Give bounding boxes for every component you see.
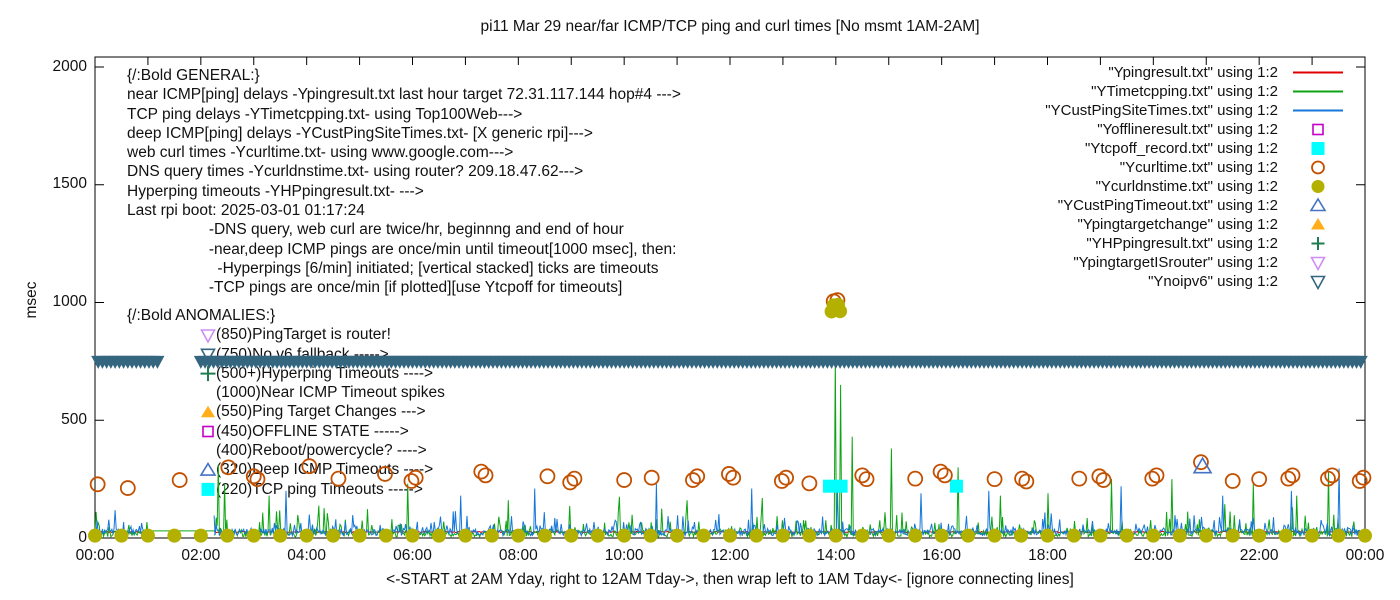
legend-entry: "Ynoipv6" using 1:2: [1148, 273, 1278, 290]
anomaly-note-line: (400)Reboot/powercycle? ---->: [216, 442, 427, 460]
legend-entry: "YCustPingSiteTimes.txt" using 1:2: [1045, 102, 1278, 119]
legend: "Ypingresult.txt" using 1:2 "YTimetcpping…: [1045, 63, 1342, 291]
x-tick-label: 08:00: [498, 547, 538, 564]
legend-entry: "Ytcpoff_record.txt" using 1:2: [1085, 140, 1278, 157]
series-Ypingresult: [94, 530, 1365, 534]
y-tick-label: 2000: [52, 57, 87, 75]
x-tick-label: 12:00: [710, 547, 750, 564]
general-heading: {/:Bold GENERAL:}: [127, 67, 260, 84]
legend-entry: "Ycurldnstime.txt" using 1:2: [1095, 178, 1278, 195]
legend-entry: "Ypingresult.txt" using 1:2: [1108, 64, 1278, 81]
legend-entry: "Yofflineresult.txt" using 1:2: [1097, 121, 1278, 138]
legend-entry: "YCustPingTimeout.txt" using 1:2: [1057, 197, 1278, 214]
general-note-line: DNS query times -Ycurldnstime.txt- using…: [127, 163, 584, 181]
x-tick-label: 22:00: [1239, 547, 1279, 564]
series-Ytcpoff_record: [822, 479, 963, 493]
general-note-line: near ICMP[ping] delays -Ypingresult.txt …: [127, 86, 681, 104]
y-tick-label: 1000: [52, 293, 87, 310]
x-tick-label: 18:00: [1028, 547, 1067, 564]
general-note-line: TCP ping delays -YTimetcpping.txt- using…: [127, 105, 523, 123]
x-tick-label: 10:00: [604, 547, 644, 564]
general-note-line: -near,deep ICMP pings are once/min until…: [127, 240, 677, 258]
legend-entry: "Ypingtargetchange" using 1:2: [1077, 216, 1278, 233]
series-YCustPingTimeout: [1192, 456, 1213, 474]
x-tick-label: 20:00: [1133, 547, 1173, 564]
y-tick-label: 500: [61, 410, 87, 428]
general-note-line: web curl times -Ycurltime.txt- using www…: [127, 144, 514, 162]
legend-entry: "YHPpingresult.txt" using 1:2: [1086, 235, 1278, 252]
x-axis-label: <-START at 2AM Yday, right to 12AM Tday-…: [386, 571, 1074, 588]
anomaly-note-line: (550)Ping Target Changes --->: [216, 403, 426, 421]
y-tick-label: 0: [78, 528, 87, 546]
x-tick-label: 00:00: [75, 547, 115, 564]
x-tick-label: 02:00: [181, 547, 221, 564]
general-note-line: -TCP pings are once/min [if plotted][use…: [127, 279, 623, 297]
general-note-line: Hyperping timeouts -YHPpingresult.txt- -…: [127, 182, 424, 200]
legend-entry: "Ycurltime.txt" using 1:2: [1119, 159, 1278, 176]
anomaly-note-line: (220)TCP ping Timeouts ----->: [216, 480, 423, 498]
x-tick-label: 16:00: [922, 547, 962, 564]
general-note-line: deep ICMP[ping] delays -YCustPingSiteTim…: [127, 124, 593, 142]
anomaly-note-line: (850)PingTarget is router!: [216, 326, 391, 344]
general-note-line: Last rpi boot: 2025-03-01 01:17:24: [127, 202, 365, 220]
general-notes: {/:Bold GENERAL:} near ICMP[ping] delays …: [127, 66, 681, 298]
general-note-line: -Hyperpings [6/min] initiated; [vertical…: [127, 259, 659, 277]
anomaly-note-line: (750)No v6 fallback ----->: [216, 345, 389, 363]
x-tick-label: 06:00: [393, 547, 432, 564]
legend-entry: "YpingtargetISrouter" using 1:2: [1073, 254, 1278, 271]
anomaly-note-line: (320)Deep ICMP Timeouts ---->: [216, 461, 434, 479]
x-tick-label: 04:00: [287, 547, 327, 564]
anomalies-notes: {/:Bold ANOMALIES:} (850)PingTarget is ro…: [127, 306, 445, 499]
anomaly-note-line: (450)OFFLINE STATE ----->: [216, 422, 409, 440]
general-note-line: -DNS query, web curl are twice/hr, begin…: [127, 221, 624, 239]
anomaly-note-line: (1000)Near ICMP Timeout spikes: [216, 384, 445, 402]
y-tick-label: 1500: [52, 175, 87, 193]
legend-entry: "YTimetcpping.txt" using 1:2: [1091, 83, 1278, 100]
anomalies-heading: {/:Bold ANOMALIES:}: [127, 307, 276, 324]
x-tick-label: 14:00: [816, 547, 856, 564]
chart-title: pi11 Mar 29 near/far ICMP/TCP ping and c…: [480, 18, 980, 35]
anomaly-note-line: (500+)Hyperping Timeouts ---->: [216, 364, 434, 382]
x-tick-label: 00:00: [1345, 547, 1385, 564]
